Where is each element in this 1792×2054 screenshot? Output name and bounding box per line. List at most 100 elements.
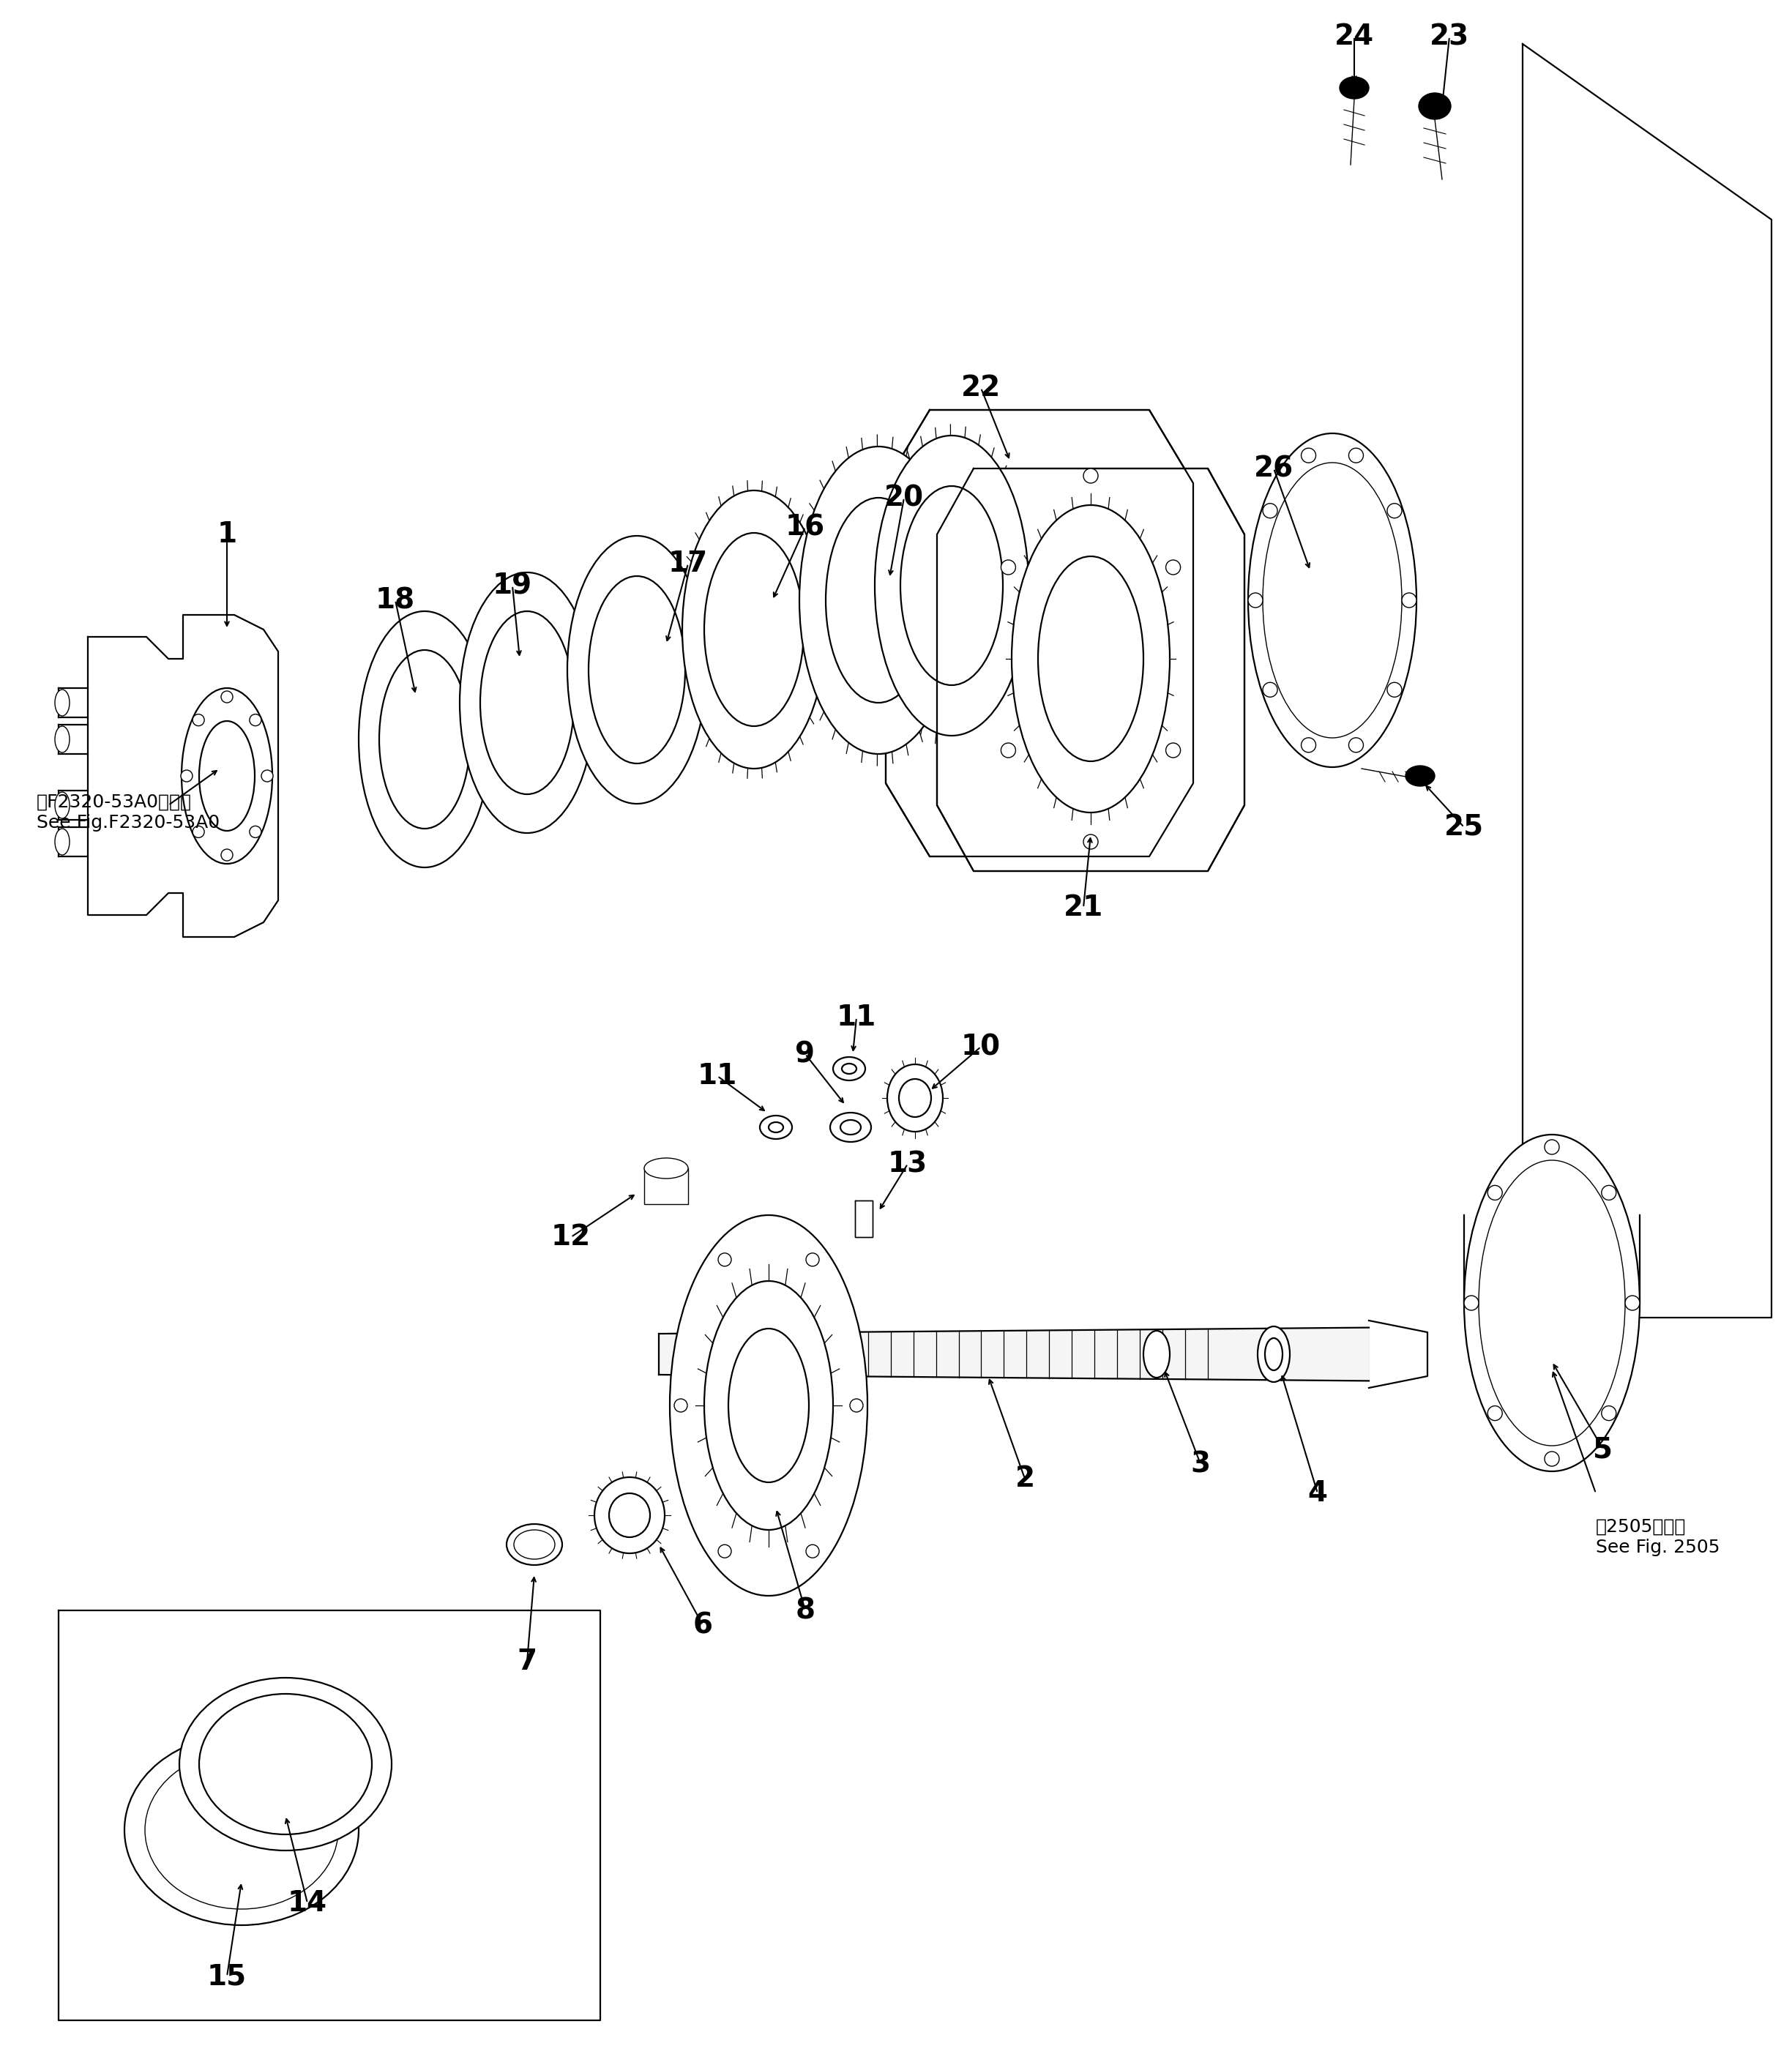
- Ellipse shape: [887, 1064, 943, 1132]
- Circle shape: [220, 848, 233, 861]
- Ellipse shape: [830, 1113, 871, 1142]
- Text: 1: 1: [217, 520, 237, 548]
- Text: 13: 13: [887, 1150, 928, 1177]
- Ellipse shape: [842, 1064, 857, 1074]
- Ellipse shape: [56, 793, 70, 817]
- Ellipse shape: [1265, 1337, 1283, 1370]
- Ellipse shape: [1405, 766, 1435, 787]
- Circle shape: [1349, 737, 1364, 752]
- Circle shape: [1545, 1452, 1559, 1467]
- Circle shape: [849, 1399, 864, 1411]
- Ellipse shape: [480, 612, 573, 795]
- Text: 26: 26: [1254, 454, 1294, 483]
- Ellipse shape: [833, 1058, 866, 1080]
- Ellipse shape: [199, 721, 254, 830]
- Circle shape: [1545, 1140, 1559, 1154]
- Ellipse shape: [900, 1078, 932, 1117]
- Circle shape: [249, 715, 262, 725]
- Circle shape: [674, 1399, 688, 1411]
- Text: 23: 23: [1430, 23, 1469, 51]
- Ellipse shape: [1278, 491, 1387, 709]
- Circle shape: [1602, 1185, 1616, 1200]
- Ellipse shape: [380, 649, 470, 828]
- Text: 16: 16: [785, 514, 824, 540]
- Ellipse shape: [1012, 505, 1170, 813]
- Circle shape: [181, 770, 192, 783]
- Text: 第2505図参照
See Fig. 2505: 第2505図参照 See Fig. 2505: [1597, 1518, 1720, 1557]
- Circle shape: [1349, 448, 1364, 462]
- Circle shape: [1263, 682, 1278, 696]
- Ellipse shape: [1143, 1331, 1170, 1378]
- Ellipse shape: [643, 1158, 688, 1179]
- Text: 12: 12: [552, 1224, 591, 1251]
- Circle shape: [192, 715, 204, 725]
- Text: 21: 21: [1063, 893, 1104, 922]
- Text: 7: 7: [518, 1647, 538, 1676]
- Ellipse shape: [728, 1329, 808, 1483]
- Text: 9: 9: [796, 1039, 815, 1068]
- Ellipse shape: [1493, 1189, 1611, 1417]
- Ellipse shape: [358, 612, 491, 867]
- Text: 15: 15: [208, 1962, 247, 1990]
- Ellipse shape: [1263, 462, 1401, 737]
- Ellipse shape: [1478, 1161, 1625, 1446]
- Ellipse shape: [461, 573, 595, 834]
- Ellipse shape: [145, 1750, 339, 1908]
- Text: 24: 24: [1335, 23, 1374, 51]
- Polygon shape: [937, 468, 1244, 871]
- Ellipse shape: [609, 1493, 650, 1536]
- Circle shape: [249, 826, 262, 838]
- Ellipse shape: [595, 1477, 665, 1553]
- Ellipse shape: [840, 1119, 860, 1134]
- Text: 14: 14: [289, 1890, 328, 1916]
- Ellipse shape: [704, 532, 805, 727]
- Ellipse shape: [826, 497, 932, 702]
- Ellipse shape: [670, 1216, 867, 1596]
- Ellipse shape: [56, 727, 70, 752]
- Circle shape: [1602, 1405, 1616, 1421]
- Text: 10: 10: [961, 1033, 1000, 1060]
- Text: 5: 5: [1593, 1436, 1613, 1462]
- Circle shape: [1464, 1296, 1478, 1310]
- Circle shape: [1247, 594, 1263, 608]
- Circle shape: [192, 826, 204, 838]
- Ellipse shape: [56, 828, 70, 854]
- Text: 11: 11: [837, 1004, 876, 1031]
- Ellipse shape: [1340, 76, 1369, 99]
- Text: 11: 11: [697, 1062, 737, 1091]
- Ellipse shape: [1247, 433, 1416, 766]
- Text: 20: 20: [883, 485, 925, 511]
- Ellipse shape: [683, 491, 826, 768]
- Circle shape: [1167, 744, 1181, 758]
- Circle shape: [1625, 1296, 1640, 1310]
- Circle shape: [1002, 561, 1016, 575]
- Ellipse shape: [874, 435, 1029, 735]
- Circle shape: [1084, 468, 1098, 483]
- Text: 2: 2: [1014, 1465, 1034, 1493]
- Ellipse shape: [1038, 557, 1143, 762]
- Ellipse shape: [769, 1121, 783, 1132]
- Ellipse shape: [760, 1115, 792, 1140]
- Text: 8: 8: [796, 1596, 815, 1625]
- Ellipse shape: [56, 690, 70, 717]
- Ellipse shape: [799, 446, 957, 754]
- Ellipse shape: [1464, 1134, 1640, 1471]
- Circle shape: [1084, 834, 1098, 848]
- Text: 3: 3: [1190, 1450, 1210, 1479]
- Text: 19: 19: [493, 571, 532, 600]
- Ellipse shape: [199, 1695, 373, 1834]
- Circle shape: [1301, 737, 1315, 752]
- Ellipse shape: [179, 1678, 392, 1851]
- Ellipse shape: [900, 487, 1004, 686]
- Circle shape: [1401, 594, 1416, 608]
- Circle shape: [806, 1253, 819, 1265]
- Circle shape: [1263, 503, 1278, 518]
- Circle shape: [262, 770, 272, 783]
- Text: 第F2320-53A0図参照
See Fig.F2320-53A0: 第F2320-53A0図参照 See Fig.F2320-53A0: [36, 793, 220, 832]
- Circle shape: [719, 1545, 731, 1557]
- Text: 22: 22: [961, 374, 1000, 403]
- Circle shape: [806, 1545, 819, 1557]
- Circle shape: [1487, 1185, 1502, 1200]
- Ellipse shape: [568, 536, 706, 803]
- Ellipse shape: [514, 1530, 556, 1559]
